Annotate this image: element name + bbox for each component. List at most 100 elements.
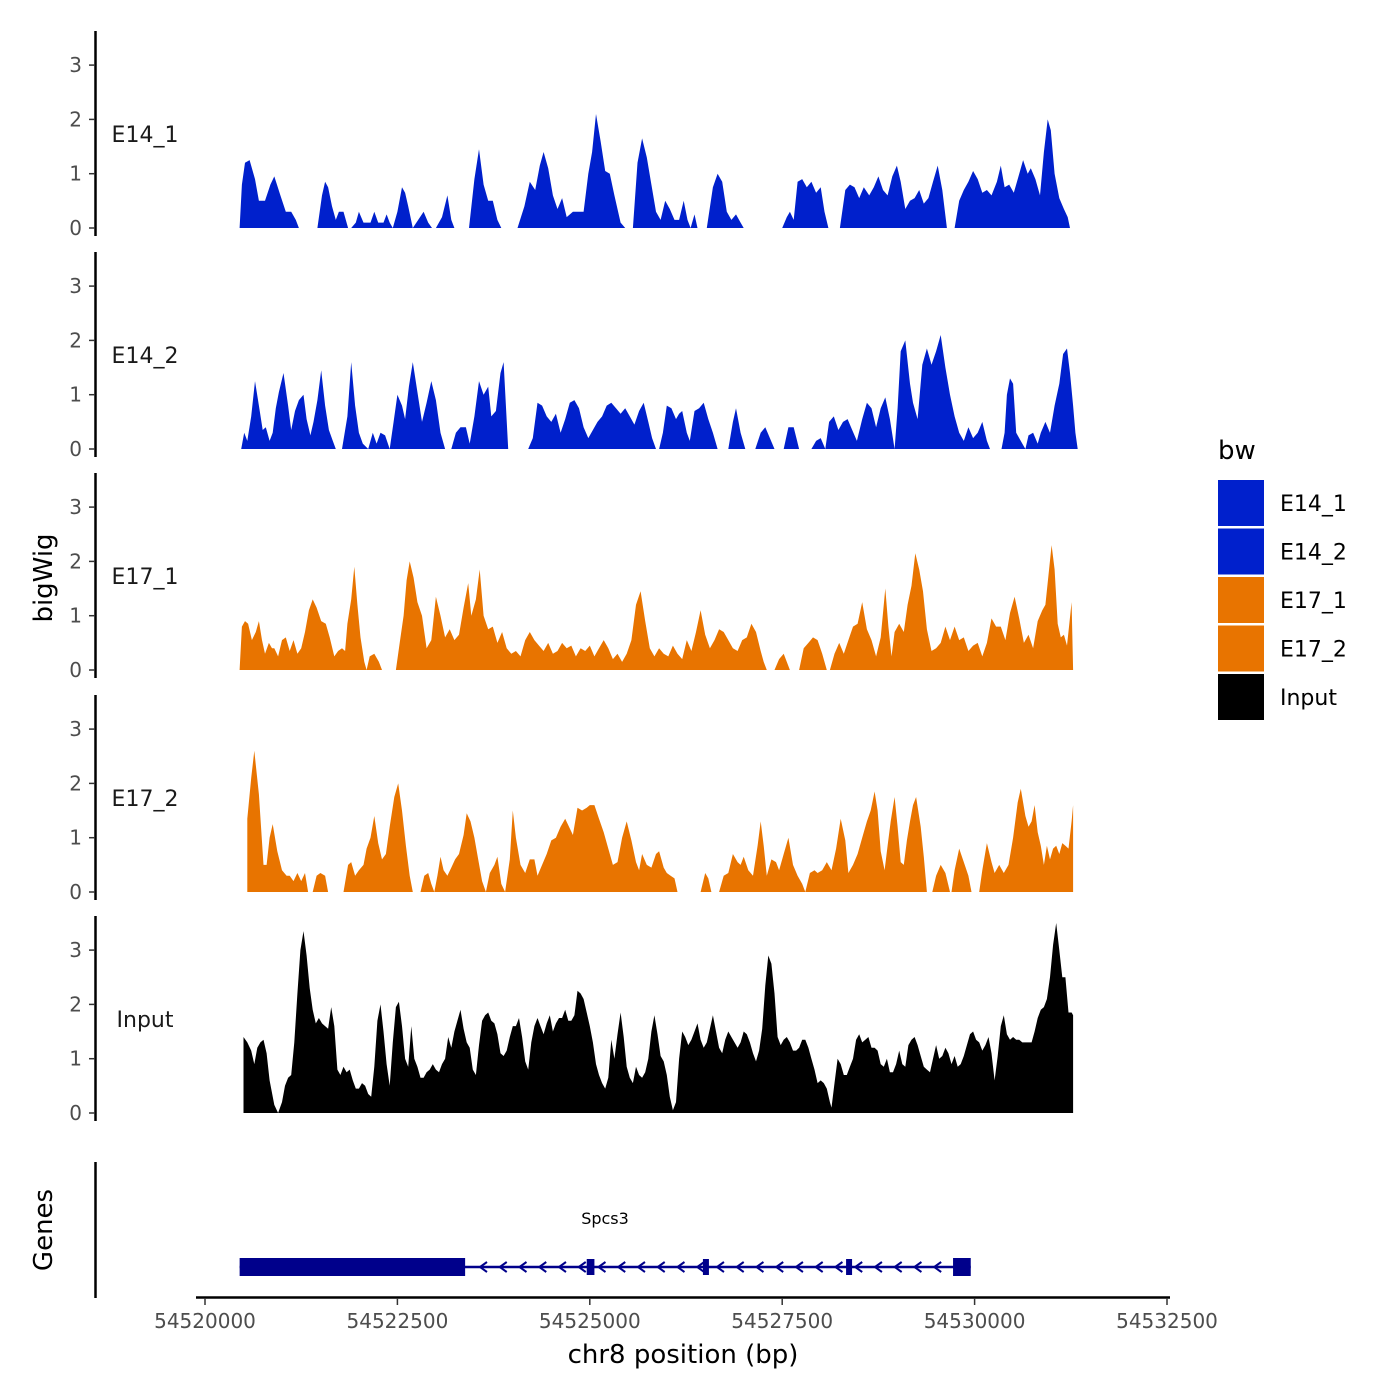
area-segment-E14_2 <box>451 362 509 449</box>
y-tick-label: 2 <box>69 771 82 795</box>
area-segment-E17_1 <box>829 545 1074 670</box>
genes-axis-title: Genes <box>29 1189 59 1271</box>
strand-arrow <box>478 1261 488 1273</box>
legend-label-E14_2: E14_2 <box>1280 541 1347 566</box>
strand-arrow <box>774 1261 784 1273</box>
track-E17_1: 0 1 2 3 E17_1 <box>69 473 1074 682</box>
area-segment-E17_2 <box>932 864 950 892</box>
y-tick-label: 0 <box>69 1101 82 1125</box>
strand-arrow <box>596 1261 607 1273</box>
area-segment-E17_1 <box>239 566 367 670</box>
y-tick-label: 1 <box>69 604 82 628</box>
area-segment-E14_2 <box>755 427 775 449</box>
gene-exon <box>239 1258 466 1276</box>
y-tick-label: 0 <box>69 437 82 461</box>
strand-arrow <box>853 1261 863 1273</box>
legend-key-Input <box>1218 674 1264 720</box>
strand-arrow <box>932 1261 942 1273</box>
y-tick-label: 3 <box>69 53 82 77</box>
area-segment-E14_2 <box>241 370 336 449</box>
strand-arrow <box>754 1261 765 1273</box>
strand-arrow <box>873 1261 883 1273</box>
legend-label-E17_1: E17_1 <box>1280 589 1347 614</box>
x-tick-label: 54525000 <box>539 1309 641 1333</box>
y-tick-label: 2 <box>69 107 82 131</box>
area-segment-E14_2 <box>894 335 990 449</box>
area-segment-E17_2 <box>805 791 927 892</box>
x-axis-title: chr8 position (bp) <box>568 1340 799 1370</box>
area-segment-E17_2 <box>343 783 413 892</box>
area-segment-E14_2 <box>1001 378 1026 449</box>
area-segment-E17_2 <box>700 873 712 892</box>
area-segment-E17_2 <box>951 848 972 892</box>
track-E14_2: 0 1 2 3 E14_2 <box>69 252 1078 461</box>
x-axis: 54520000 54522500 54525000 54527500 54530000… <box>154 1296 1218 1370</box>
y-tick-label: 2 <box>69 549 82 573</box>
x-tick-label: 54520000 <box>154 1309 256 1333</box>
strand-arrow <box>813 1261 824 1273</box>
x-tick-label: 54532500 <box>1116 1309 1218 1333</box>
area-segment-E14_1 <box>690 214 698 228</box>
area-segment-E14_2 <box>659 402 718 449</box>
area-segment-E17_2 <box>719 821 806 892</box>
area-segment-E17_2 <box>247 750 309 892</box>
area-segment-E14_2 <box>825 397 895 449</box>
area-segment-E14_1 <box>317 181 349 228</box>
legend-label-E17_2: E17_2 <box>1280 638 1347 663</box>
x-tick-label: 54522500 <box>347 1309 449 1333</box>
track-E14_1: 0 1 2 3 E14_1 <box>69 31 1070 240</box>
gene-exon <box>702 1259 709 1275</box>
strand-arrow <box>912 1261 923 1273</box>
strand-arrow <box>577 1261 587 1273</box>
track-E17_2: 0 1 2 3 E17_2 <box>69 695 1074 904</box>
y-tick-label: 2 <box>69 328 82 352</box>
area-segment-E14_2 <box>1025 348 1078 449</box>
area-segment-E14_1 <box>706 173 744 228</box>
area-segment-E17_2 <box>420 873 435 892</box>
legend-key-E17_1 <box>1218 577 1264 623</box>
legend: bw E14_1 E14_2 E17_1 E17_2 Input <box>1218 436 1347 720</box>
gene-model-spcs3 <box>239 1258 971 1276</box>
area-segment-E14_2 <box>389 362 446 449</box>
y-tick-label: 3 <box>69 938 82 962</box>
strand-arrow <box>695 1261 705 1273</box>
strand-arrow <box>498 1261 508 1273</box>
legend-label-E14_1: E14_1 <box>1280 492 1347 517</box>
strand-arrow <box>537 1261 547 1273</box>
area-segment-E17_1 <box>366 653 382 670</box>
x-tick-label: 54527500 <box>731 1309 833 1333</box>
gene-track-panel: Genes Spcs3 <box>29 1162 971 1298</box>
y-tick-label: 3 <box>69 495 82 519</box>
area-segment-E17_2 <box>505 805 678 892</box>
track-label-E14_1: E14_1 <box>112 123 179 148</box>
y-tick-label: 2 <box>69 992 82 1016</box>
x-axis-ticks: 54520000 54522500 54525000 54527500 54530000… <box>154 1298 1218 1333</box>
area-segment-E17_1 <box>395 561 767 670</box>
track-label-E17_1: E17_1 <box>112 565 179 590</box>
y-tick-label: 1 <box>69 162 82 186</box>
bigwig-tracks: 0 1 2 3 E14_1 0 1 2 3 E14_2 0 1 2 3 E17_1 0 1 2 3 E17_2 0 1 2 3… <box>69 31 1078 1125</box>
area-segment-E14_2 <box>528 400 656 449</box>
strand-arrow <box>715 1261 725 1273</box>
area-segment-E14_2 <box>783 427 800 449</box>
legend-label-Input: Input <box>1280 686 1337 711</box>
area-segment-Input <box>243 923 1074 1113</box>
strand-arrow <box>656 1261 666 1273</box>
area-segment-E14_1 <box>351 211 393 228</box>
area-segment-E14_2 <box>368 432 390 449</box>
area-segment-E17_2 <box>485 856 506 892</box>
strand-arrow <box>557 1261 567 1273</box>
strand-arrow <box>794 1261 804 1273</box>
gene-label-spcs3: Spcs3 <box>581 1209 629 1228</box>
legend-key-E14_1 <box>1218 480 1264 526</box>
y-tick-label: 0 <box>69 658 82 682</box>
strand-arrow <box>675 1261 686 1273</box>
y-tick-label: 1 <box>69 826 82 850</box>
strand-arrow <box>517 1261 528 1273</box>
area-segment-E14_1 <box>517 114 626 228</box>
y-tick-label: 0 <box>69 216 82 240</box>
area-segment-E14_2 <box>811 438 826 449</box>
area-segment-E17_2 <box>434 813 486 892</box>
area-segment-E17_1 <box>774 653 790 670</box>
